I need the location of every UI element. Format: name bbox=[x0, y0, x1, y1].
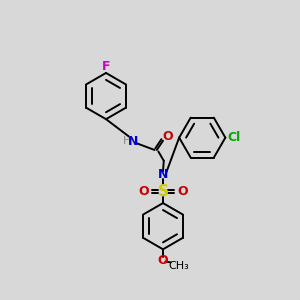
Text: CH₃: CH₃ bbox=[169, 261, 190, 271]
Text: O: O bbox=[158, 254, 168, 267]
Text: O: O bbox=[138, 185, 149, 198]
Text: Cl: Cl bbox=[227, 131, 241, 144]
Text: H: H bbox=[123, 136, 131, 146]
Text: O: O bbox=[162, 130, 173, 143]
Text: F: F bbox=[102, 59, 110, 73]
Text: N: N bbox=[158, 168, 168, 181]
Text: S: S bbox=[158, 184, 169, 199]
Text: N: N bbox=[128, 135, 138, 148]
Text: O: O bbox=[177, 185, 188, 198]
